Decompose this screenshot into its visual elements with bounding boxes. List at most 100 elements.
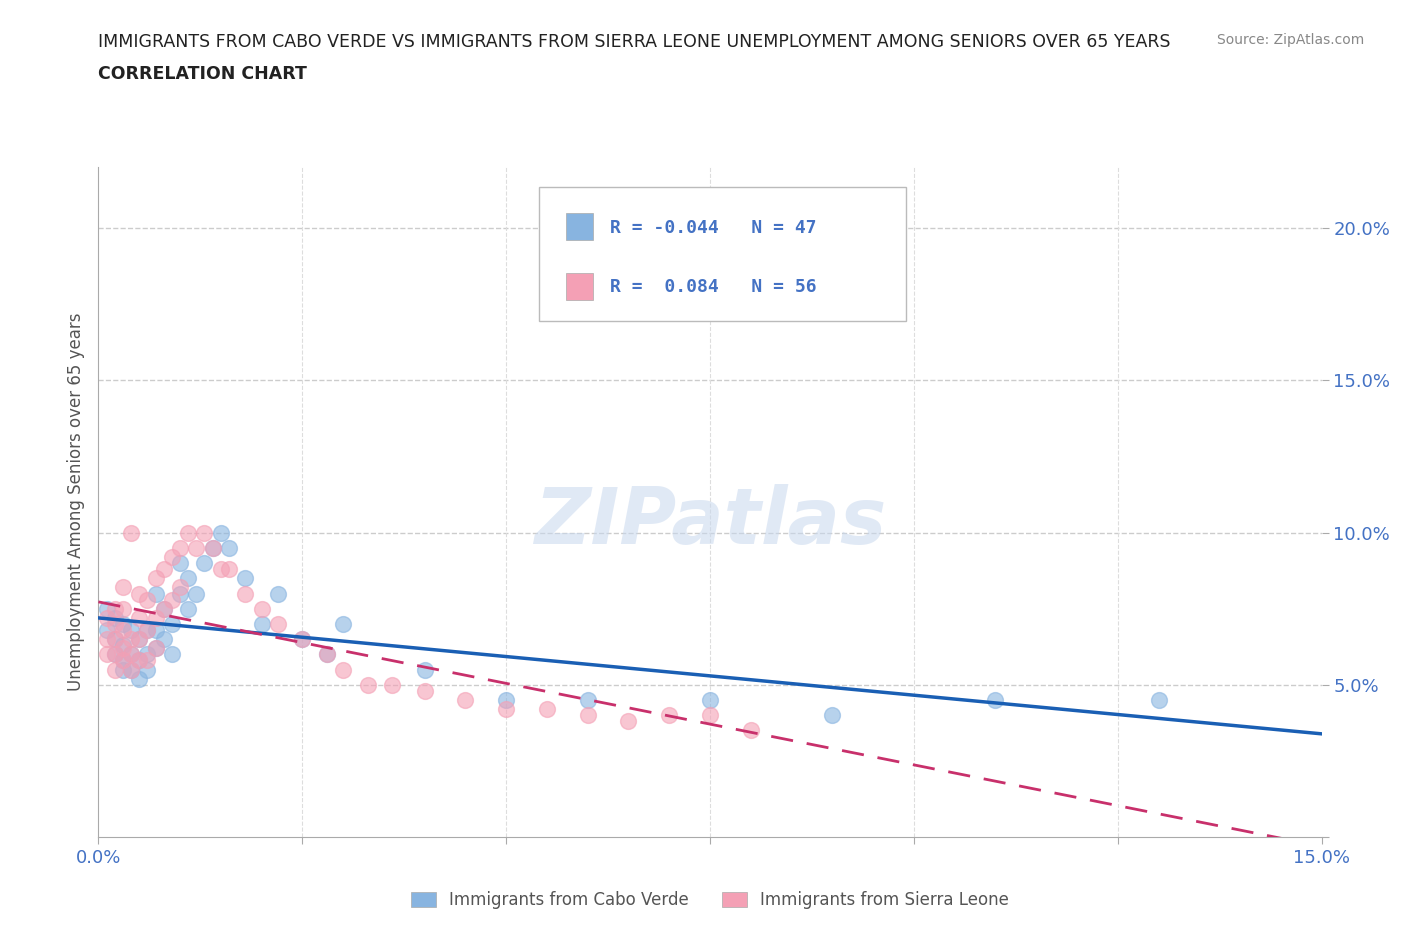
Point <box>111 622 134 637</box>
Point <box>104 631 127 646</box>
Point <box>96 602 118 617</box>
Point <box>128 631 150 646</box>
Point <box>209 562 232 577</box>
Point <box>111 653 134 668</box>
Point <box>120 662 142 677</box>
Point <box>136 622 159 637</box>
Point <box>332 617 354 631</box>
Point <box>128 671 150 686</box>
Point <box>233 571 256 586</box>
Point <box>136 653 159 668</box>
Point <box>128 653 150 668</box>
Point <box>193 525 215 540</box>
Point <box>104 602 127 617</box>
Point <box>160 550 183 565</box>
Point <box>315 647 337 662</box>
Point <box>120 622 142 637</box>
Point <box>267 617 290 631</box>
Point <box>169 555 191 570</box>
Point <box>120 525 142 540</box>
Point <box>160 592 183 607</box>
Point <box>177 571 200 586</box>
Point <box>495 702 517 717</box>
Point <box>104 610 127 625</box>
Point <box>201 540 224 555</box>
Point <box>699 708 721 723</box>
Point <box>186 540 208 555</box>
Point <box>111 641 134 656</box>
Point <box>699 693 721 708</box>
Point <box>250 617 273 631</box>
Point <box>111 662 134 677</box>
Point <box>291 631 314 646</box>
Point <box>145 571 167 586</box>
Point <box>111 602 134 617</box>
Point <box>145 641 167 656</box>
Point <box>576 693 599 708</box>
Point <box>96 610 118 625</box>
Point <box>984 693 1007 708</box>
Point <box>96 622 118 637</box>
Point <box>177 525 200 540</box>
Point <box>177 602 200 617</box>
FancyBboxPatch shape <box>565 213 592 240</box>
Point <box>169 540 191 555</box>
Point <box>96 631 118 646</box>
Point <box>160 617 183 631</box>
FancyBboxPatch shape <box>565 273 592 300</box>
Point <box>160 647 183 662</box>
Point <box>233 586 256 601</box>
Point <box>145 610 167 625</box>
Point <box>218 540 240 555</box>
Point <box>152 602 174 617</box>
Y-axis label: Unemployment Among Seniors over 65 years: Unemployment Among Seniors over 65 years <box>66 313 84 691</box>
Point <box>136 622 159 637</box>
Point <box>332 662 354 677</box>
Point <box>136 592 159 607</box>
Point <box>104 631 127 646</box>
Point <box>291 631 314 646</box>
Point <box>186 586 208 601</box>
Point <box>740 723 762 737</box>
Point <box>152 602 174 617</box>
Text: IMMIGRANTS FROM CABO VERDE VS IMMIGRANTS FROM SIERRA LEONE UNEMPLOYMENT AMONG SE: IMMIGRANTS FROM CABO VERDE VS IMMIGRANTS… <box>98 33 1171 50</box>
Point <box>413 684 436 698</box>
Point <box>821 708 844 723</box>
Point <box>145 622 167 637</box>
Point <box>454 693 477 708</box>
Point <box>120 662 142 677</box>
Point <box>381 677 404 692</box>
Point <box>104 617 127 631</box>
Point <box>169 586 191 601</box>
Point <box>250 602 273 617</box>
Point <box>104 647 127 662</box>
Point <box>1147 693 1170 708</box>
Point <box>104 662 127 677</box>
Text: R =  0.084   N = 56: R = 0.084 N = 56 <box>610 277 817 296</box>
Point <box>356 677 378 692</box>
Point <box>120 631 142 646</box>
Point <box>128 631 150 646</box>
Point <box>536 702 558 717</box>
Point <box>128 610 150 625</box>
Point <box>193 555 215 570</box>
Point <box>209 525 232 540</box>
Point <box>576 708 599 723</box>
Point <box>152 631 174 646</box>
Point <box>120 647 142 662</box>
Point <box>145 586 167 601</box>
Text: Source: ZipAtlas.com: Source: ZipAtlas.com <box>1216 33 1364 46</box>
Point <box>111 617 134 631</box>
Point <box>128 653 150 668</box>
Point <box>152 562 174 577</box>
Legend: Immigrants from Cabo Verde, Immigrants from Sierra Leone: Immigrants from Cabo Verde, Immigrants f… <box>404 884 1017 916</box>
Text: CORRELATION CHART: CORRELATION CHART <box>98 65 308 83</box>
Point <box>218 562 240 577</box>
Point <box>128 586 150 601</box>
Text: R = -0.044   N = 47: R = -0.044 N = 47 <box>610 219 817 236</box>
Point <box>617 714 640 729</box>
Point <box>104 647 127 662</box>
Point <box>267 586 290 601</box>
Point <box>111 653 134 668</box>
Point <box>658 708 681 723</box>
